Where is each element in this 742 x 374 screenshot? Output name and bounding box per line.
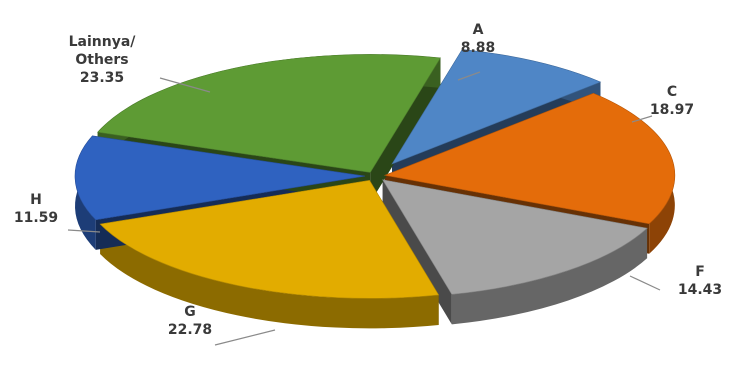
leader-lines — [67, 71, 661, 346]
slice-label-a: A — [473, 22, 484, 38]
pie-slice-a — [391, 49, 602, 165]
slice-label-lainnya-others: Lainnya/ — [69, 34, 137, 50]
leader-line-lainnya-others — [159, 77, 211, 93]
pie-slice-lainnya-others — [97, 54, 441, 173]
pie-slice-g — [99, 180, 440, 299]
data-label-a: A 8.88 — [461, 22, 496, 56]
slice-rim-g — [100, 224, 439, 329]
leader-line-f — [629, 275, 661, 291]
data-label-c: C 18.97 — [650, 84, 694, 118]
slice-label-h: H — [30, 192, 42, 208]
leader-line-g — [214, 329, 276, 346]
data-label-h: H 11.59 — [14, 192, 58, 226]
pie-slice-f — [382, 179, 648, 295]
slice-value-lainnya-others: 23.35 — [80, 70, 124, 86]
data-label-f: F 14.43 — [678, 264, 722, 298]
slice-label-f: F — [695, 264, 705, 280]
data-label-lainnya-others: Lainnya/Others 23.35 — [69, 34, 137, 86]
leader-line-c — [631, 115, 653, 123]
slice-value-c: 18.97 — [650, 102, 694, 118]
leader-line-h — [67, 229, 101, 233]
pie-slice-c — [383, 92, 676, 225]
pie-slice-h — [74, 135, 366, 221]
slice-value-f: 14.43 — [678, 282, 722, 298]
data-label-g: G 22.78 — [168, 304, 212, 338]
slice-label-c: C — [667, 84, 677, 100]
slice-label-g: G — [184, 304, 196, 320]
slice-value-a: 8.88 — [461, 40, 496, 56]
leader-line-a — [457, 71, 481, 81]
slice-wall-lainnya-others — [370, 57, 441, 203]
data-labels: A 8.88 C 18.97 F 14.43 G 22.78 H 11.59 Lainnya/Oth… — [14, 22, 722, 338]
slice-tops — [74, 49, 676, 299]
slice-value-g: 22.78 — [168, 322, 212, 338]
slice-value-h: 11.59 — [14, 210, 58, 226]
slice-label-lainnya-others: Others — [75, 52, 128, 68]
